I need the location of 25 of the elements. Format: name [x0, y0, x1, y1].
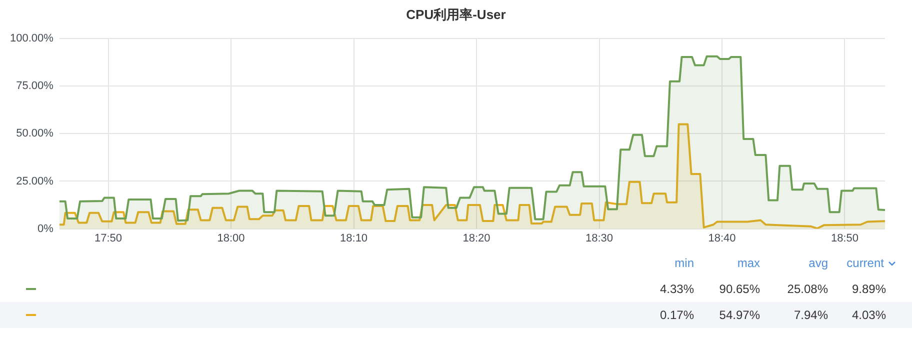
text: current: [846, 256, 884, 270]
text: 7.94%: [794, 308, 828, 322]
x-tick-label: 18:00: [217, 232, 245, 244]
x-tick-label: 18:10: [340, 232, 368, 244]
y-tick-label: 75.00%: [16, 80, 54, 92]
x-tick-label: 18:30: [585, 232, 614, 244]
x-tick-label: 18:50: [830, 232, 858, 244]
y-tick-label: 25.00%: [16, 175, 54, 188]
text: 25.08%: [787, 282, 828, 296]
x-tick-label: 17:50: [94, 232, 122, 244]
x-tick-label: 18:20: [462, 232, 490, 244]
text: 4.33%: [660, 282, 694, 296]
text: 0.17%: [660, 308, 694, 322]
y-tick-label: 0%: [38, 222, 54, 235]
text: min: [674, 256, 694, 270]
text: max: [737, 256, 760, 270]
text: avg: [808, 256, 828, 270]
y-tick-label: 50.00%: [16, 128, 54, 140]
text: 4.03%: [852, 308, 886, 322]
y-tick-label: 100.00%: [10, 32, 54, 45]
x-tick-label: 18:40: [708, 232, 736, 244]
text: 54.97%: [719, 308, 760, 322]
chart-title: CPU利用率-User: [405, 6, 507, 24]
text: 9.89%: [852, 282, 886, 296]
text: 90.65%: [719, 282, 760, 296]
